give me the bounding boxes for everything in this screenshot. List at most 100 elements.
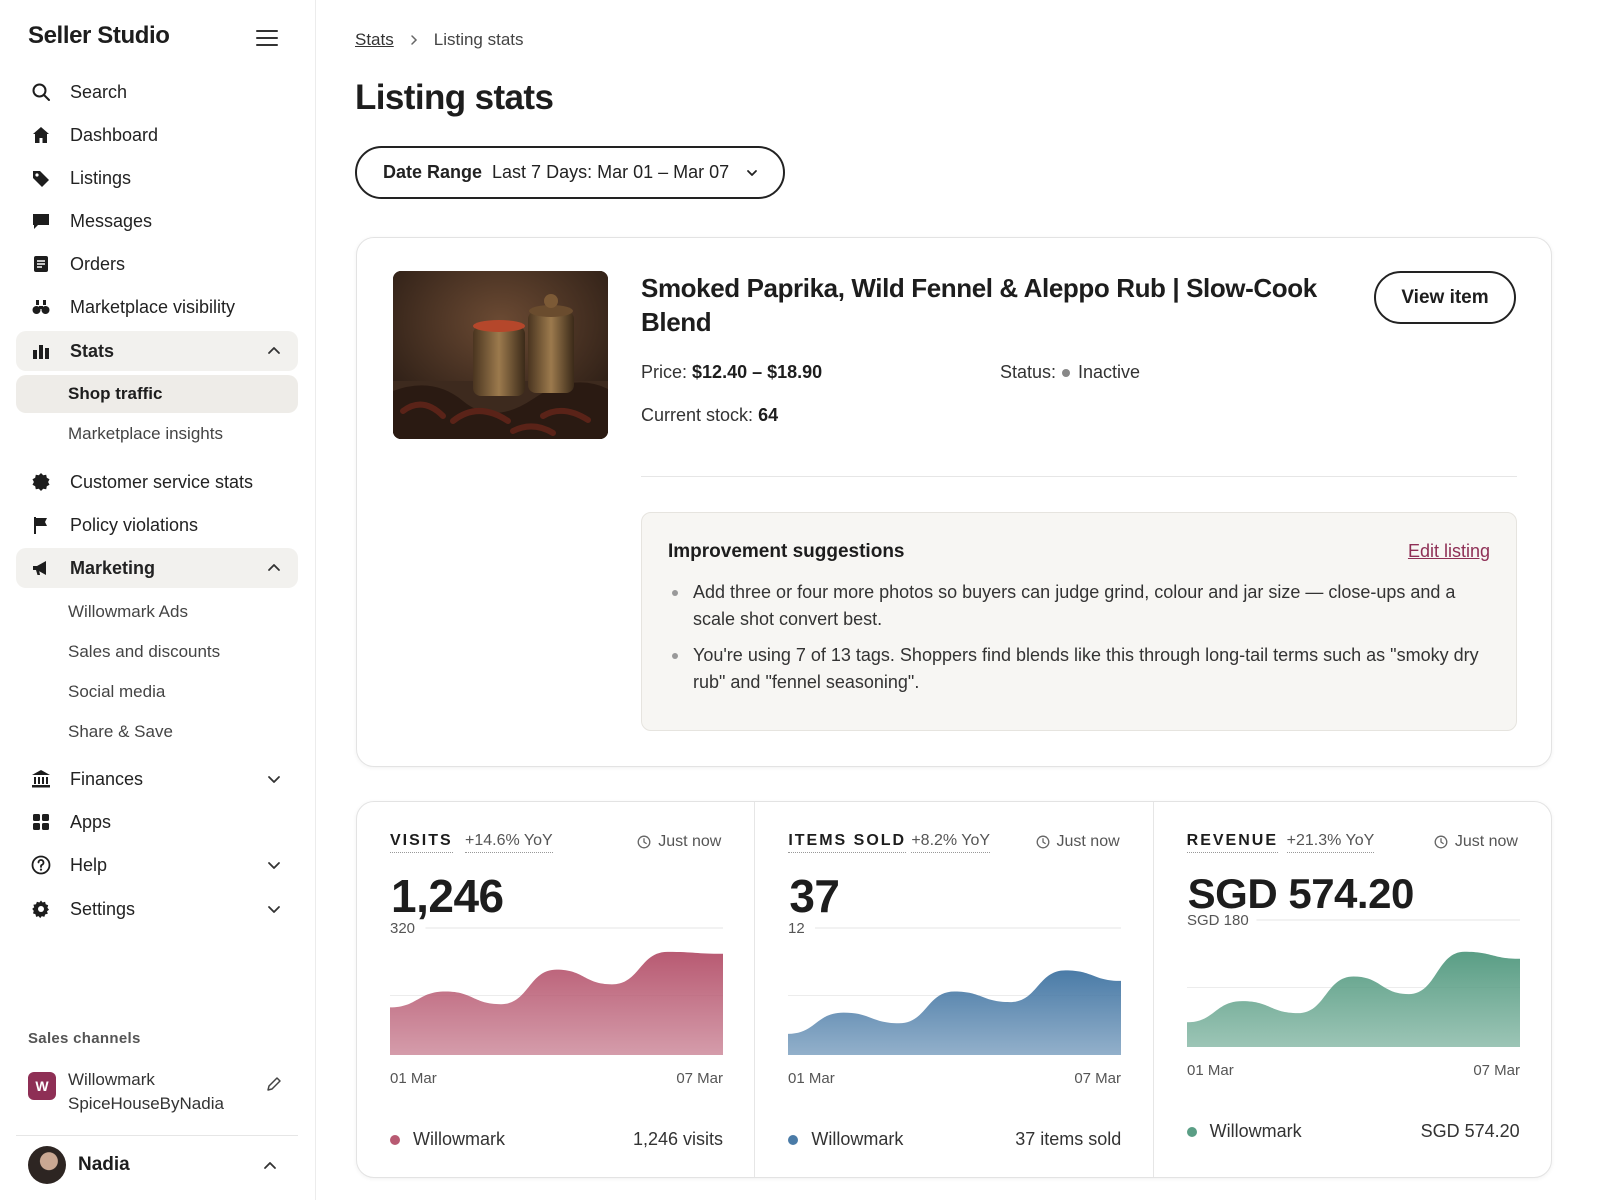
sidebar-item-label: Customer service stats (70, 471, 254, 492)
improvement-suggestions: Improvement suggestions Edit listing Add… (641, 512, 1517, 731)
sidebar-item-customer-service-stats[interactable]: Customer service stats (16, 462, 298, 502)
chart-legend: Willowmark SGD 574.20 (1186, 1121, 1520, 1142)
chevron-down-icon (268, 776, 280, 783)
gear-icon (30, 898, 52, 920)
receipt-icon (30, 253, 52, 275)
sidebar-item-policy-violations[interactable]: Policy violations (16, 505, 298, 545)
chevron-down-icon (268, 906, 280, 913)
stat-updated: Just now (1036, 833, 1120, 851)
breadcrumb: Stats Listing stats (355, 30, 524, 50)
status-value: Inactive (1078, 362, 1141, 382)
stat-updated: Just now (1434, 833, 1518, 851)
avatar (28, 1146, 66, 1184)
date-range-value: Last 7 Days: Mar 01 – Mar 07 (492, 162, 730, 182)
sidebar-item-label: Apps (70, 811, 112, 832)
stat-yoy[interactable]: +14.6% YoY (465, 832, 553, 853)
sidebar-item-sales-and-discounts[interactable]: Sales and discounts (68, 642, 221, 661)
sidebar-item-search[interactable]: Search (16, 72, 298, 112)
sidebar-item-apps[interactable]: Apps (16, 802, 298, 842)
user-menu[interactable]: Nadia (28, 1146, 290, 1190)
stat-label[interactable]: ITEMS SOLD (788, 832, 907, 853)
sidebar-item-label: Stats (70, 340, 115, 361)
megaphone-icon (30, 557, 52, 579)
x-tick-label: 01 Mar (390, 1070, 437, 1087)
sidebar-item-marketplace-insights[interactable]: Marketplace insights (68, 424, 223, 443)
status-dot (1062, 368, 1071, 377)
edit-listing-link[interactable]: Edit listing (1407, 541, 1490, 561)
x-tick-label: 01 Mar (1187, 1062, 1234, 1079)
date-range-label: Date Range (383, 162, 483, 182)
series-area (390, 951, 723, 1055)
legend-total: 37 items sold (1015, 1129, 1122, 1149)
sidebar-item-listings[interactable]: Listings (16, 158, 298, 198)
clock-icon (1036, 835, 1049, 849)
pencil-icon[interactable] (266, 1076, 282, 1092)
view-item-button[interactable]: View item (1374, 271, 1516, 324)
y-tick-label: SGD 180 (1187, 912, 1249, 929)
legend-dot (1186, 1126, 1197, 1137)
stat-label[interactable]: VISITS (390, 832, 453, 853)
badge-icon (30, 471, 52, 493)
breadcrumb-current: Listing stats (433, 30, 524, 49)
chart-legend: Willowmark 37 items sold (788, 1129, 1121, 1150)
x-tick-label: 07 Mar (1075, 1070, 1122, 1087)
sidebar-item-social-media[interactable]: Social media (68, 682, 166, 701)
sidebar-item-marketplace-visibility[interactable]: Marketplace visibility (16, 287, 298, 327)
legend-label: Willowmark (1209, 1121, 1302, 1141)
sidebar-item-shop-traffic[interactable]: Shop traffic (16, 375, 298, 413)
legend-total: SGD 574.20 (1420, 1121, 1520, 1141)
chevron-down-icon (268, 862, 280, 869)
chevron-up-icon (264, 1162, 276, 1169)
channel-shop-name: SpiceHouseByNadia (68, 1094, 224, 1113)
date-range-dropdown[interactable]: Date Range Last 7 Days: Mar 01 – Mar 07 (355, 146, 785, 199)
sidebar-item-label: Dashboard (70, 124, 159, 145)
list-item: Add three or four more photos so buyers … (668, 579, 1488, 633)
x-tick-label: 07 Mar (676, 1070, 723, 1087)
stat-label[interactable]: REVENUE (1186, 832, 1279, 853)
sidebar-item-label: Search (70, 81, 128, 102)
chevron-right-icon (411, 35, 417, 45)
sidebar-item-orders[interactable]: Orders (16, 244, 298, 284)
listing-status: Status: Inactive (1000, 362, 1140, 383)
chevron-up-icon (268, 564, 280, 571)
chevron-up-icon (268, 347, 280, 354)
chart-legend: Willowmark 1,246 visits (390, 1129, 723, 1150)
sidebar-item-messages[interactable]: Messages (16, 201, 298, 241)
hamburger-menu-icon[interactable] (254, 26, 280, 50)
sidebar-item-settings[interactable]: Settings (16, 889, 298, 929)
legend-label: Willowmark (811, 1129, 904, 1149)
stat-value: SGD 574.20 (1187, 870, 1415, 917)
visits-card: VISITS +14.6% YoY Just now 1,246 320 01 M… (357, 802, 756, 1177)
sidebar: Seller Studio Search Dashboard Listings … (0, 0, 316, 1200)
legend-total: 1,246 visits (632, 1129, 723, 1149)
stat-yoy[interactable]: +8.2% YoY (911, 832, 991, 853)
sales-channel-item[interactable]: W Willowmark SpiceHouseByNadia (28, 1068, 290, 1118)
stock-label: Current stock: (641, 405, 754, 425)
sidebar-item-share-and-save[interactable]: Share & Save (68, 722, 173, 741)
tag-icon (30, 167, 52, 189)
breadcrumb-stats-link[interactable]: Stats (355, 30, 394, 49)
sidebar-item-label: Messages (70, 210, 153, 231)
suggestions-list: Add three or four more photos so buyers … (668, 579, 1488, 705)
sidebar-item-label: Help (70, 854, 108, 875)
listing-thumbnail[interactable] (393, 271, 608, 439)
divider (641, 476, 1517, 477)
stats-cards: VISITS +14.6% YoY Just now 1,246 320 01 M… (356, 801, 1552, 1178)
sidebar-item-dashboard[interactable]: Dashboard (16, 115, 298, 155)
sidebar-item-help[interactable]: Help (16, 845, 298, 885)
legend-dot (390, 1134, 400, 1145)
sidebar-item-willowmark-ads[interactable]: Willowmark Ads (68, 602, 188, 621)
stat-updated: Just now (637, 833, 721, 851)
stat-value: 1,246 (391, 870, 504, 922)
sales-channels-heading: Sales channels (28, 1030, 141, 1047)
sidebar-item-finances[interactable]: Finances (16, 759, 298, 799)
listing-title[interactable]: Smoked Paprika, Wild Fennel & Aleppo Rub… (641, 273, 1317, 337)
stat-yoy[interactable]: +21.3% YoY (1286, 832, 1375, 853)
sidebar-item-marketing[interactable]: Marketing (16, 548, 298, 588)
legend-label: Willowmark (413, 1129, 505, 1149)
listing-price: Price: $12.40 – $18.90 (641, 362, 822, 383)
sidebar-item-stats[interactable]: Stats (16, 331, 298, 371)
revenue-chart: SGD 180 01 Mar 07 Mar (1186, 912, 1520, 1107)
help-icon (30, 854, 52, 876)
home-icon (30, 124, 52, 146)
